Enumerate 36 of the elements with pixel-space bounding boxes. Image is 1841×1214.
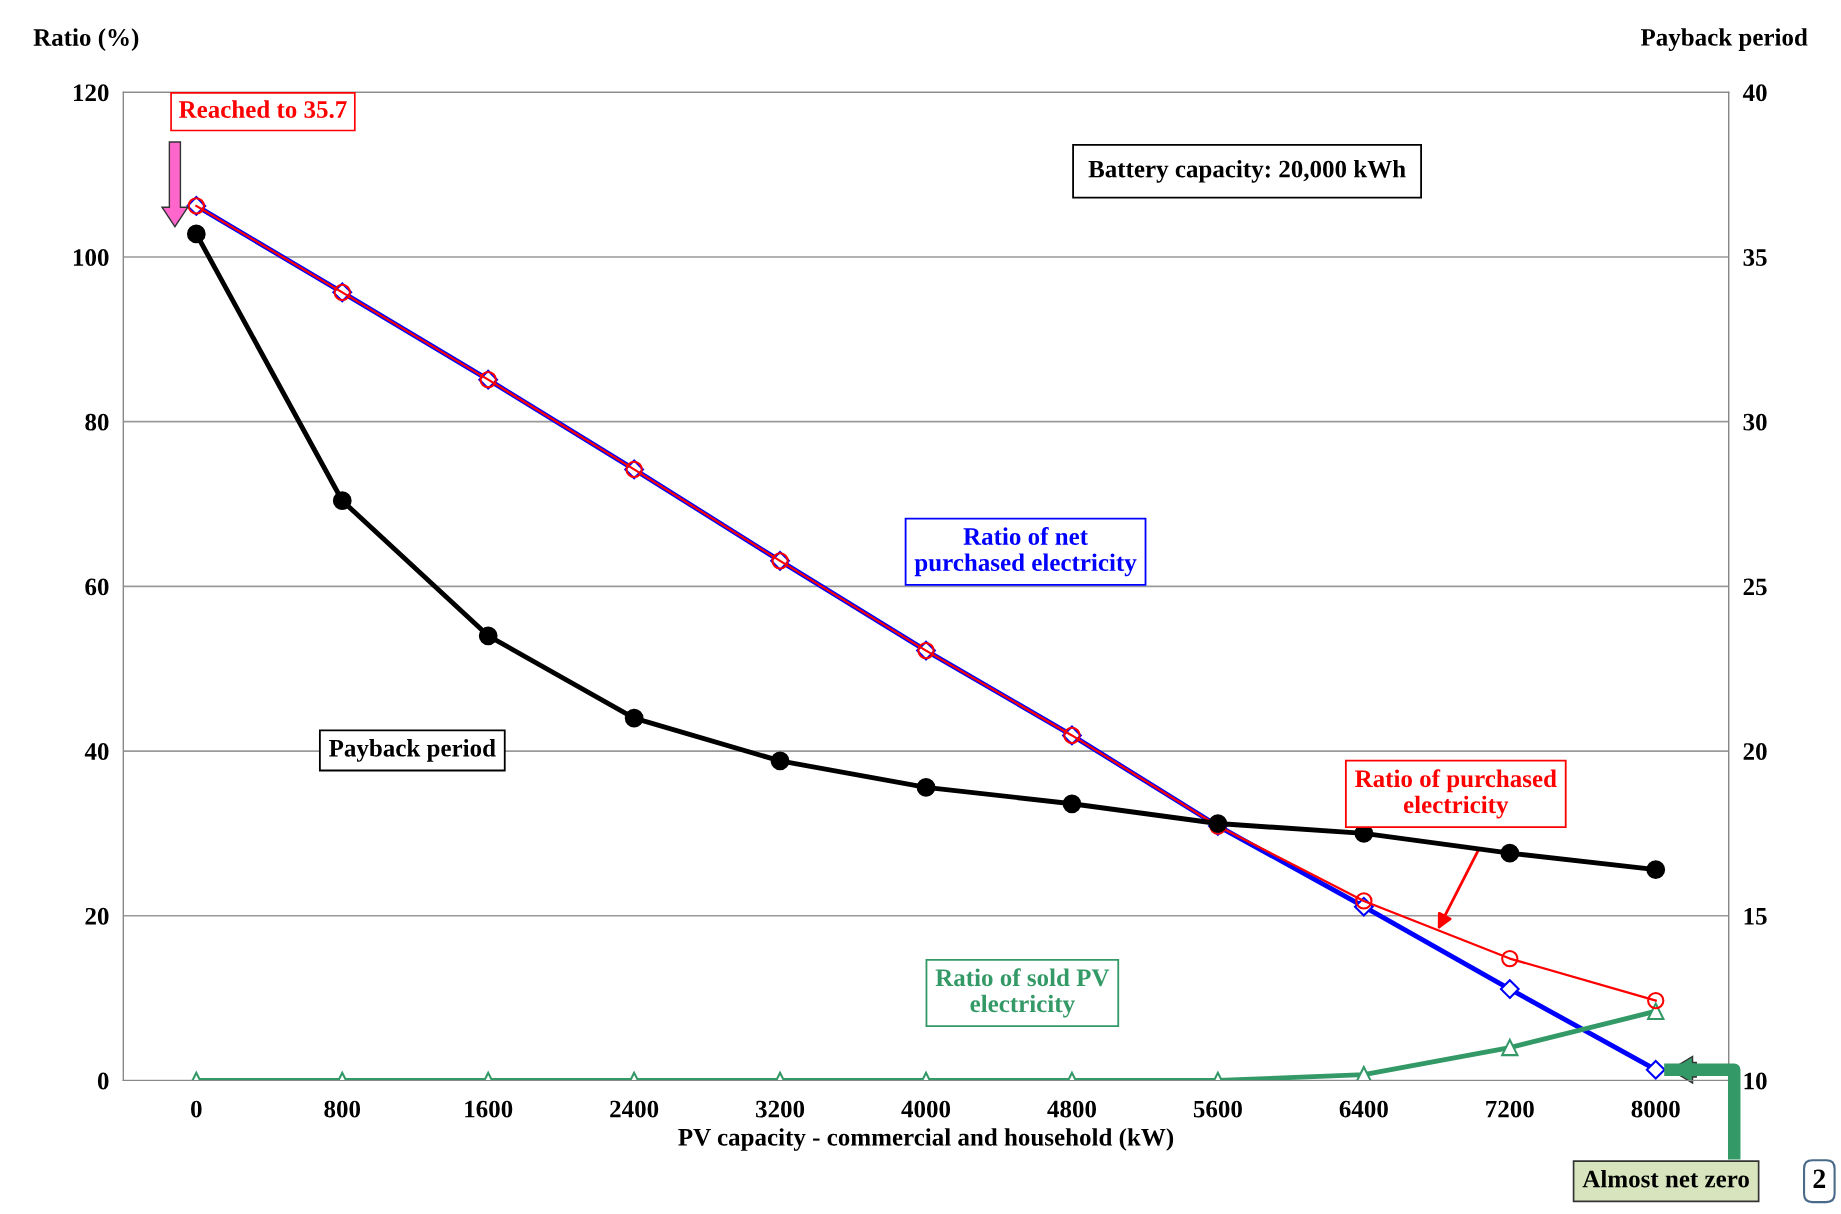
text: 2 xyxy=(1813,1169,1826,1188)
text: Ratio of sold PV electricity xyxy=(935,968,1110,1018)
x-tick-label: 7200 xyxy=(1486,1100,1534,1118)
y2-tick-label: 40 xyxy=(1742,84,1767,102)
x-tick-label: 8000 xyxy=(1631,1100,1680,1118)
x-tick-label: 5600 xyxy=(1193,1100,1242,1118)
y2-tick-label: 30 xyxy=(1743,413,1767,431)
y-tick-label: 60 xyxy=(85,578,109,596)
y-tick-label: 120 xyxy=(73,84,109,102)
y2-tick-label: 25 xyxy=(1743,578,1767,596)
y-tick-label: 80 xyxy=(85,413,109,431)
y-tick-label: 40 xyxy=(84,743,109,760)
text: Payback period xyxy=(329,739,496,762)
y-axis-title: Ratio (%) xyxy=(33,28,139,51)
x-tick-label: 4800 xyxy=(1047,1100,1097,1118)
annotation: Battery capacity: 20,000 kWh xyxy=(1088,159,1406,183)
annotation: Reached to 35.7 xyxy=(179,100,347,119)
x-tick-label: 4000 xyxy=(901,1100,951,1118)
text: Ratio of net purchased electricity xyxy=(914,527,1137,577)
x-tick-label: 0 xyxy=(191,1100,202,1118)
y-tick-label: 0 xyxy=(97,1072,109,1090)
y-tick-label: 20 xyxy=(85,907,109,925)
text: Ratio of purchased electricity xyxy=(1355,769,1557,819)
text: Almost net zero xyxy=(1582,1169,1749,1188)
x-axis-title: PV capacity - commercial and household (kW) xyxy=(678,1128,1174,1151)
y2-tick-label: 35 xyxy=(1743,249,1767,266)
y2-tick-label: 20 xyxy=(1743,743,1767,760)
x-tick-label: 2400 xyxy=(610,1100,659,1118)
x-tick-label: 800 xyxy=(324,1100,361,1118)
x-tick-label: 6400 xyxy=(1339,1100,1388,1118)
x-tick-label: 3200 xyxy=(756,1100,805,1118)
y-tick-label: 100 xyxy=(73,249,109,266)
y2-axis-title: Payback period xyxy=(1640,28,1808,51)
y2-tick-label: 15 xyxy=(1744,907,1767,925)
x-tick-label: 1600 xyxy=(465,1100,513,1118)
y2-tick-label: 10 xyxy=(1744,1072,1767,1090)
